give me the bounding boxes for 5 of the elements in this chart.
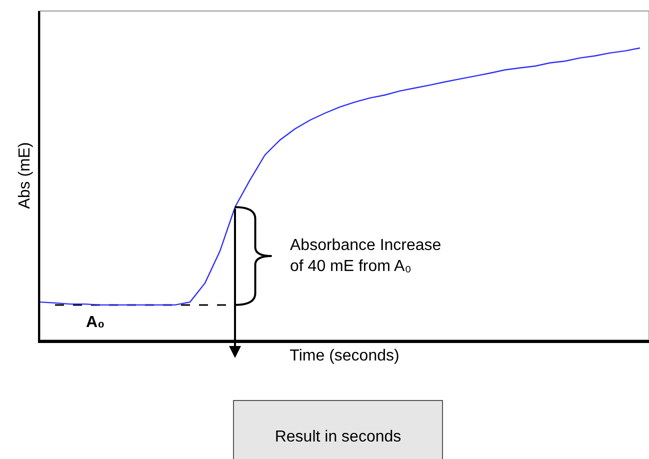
annotation: Absorbance Increase of 40 mE from A₀: [290, 237, 442, 275]
x-axis-title: Time (seconds): [290, 348, 400, 365]
annotation: A₀: [86, 314, 105, 331]
y-axis-title: Abs (mE): [16, 142, 34, 209]
text: Result in seconds: [274, 428, 402, 446]
